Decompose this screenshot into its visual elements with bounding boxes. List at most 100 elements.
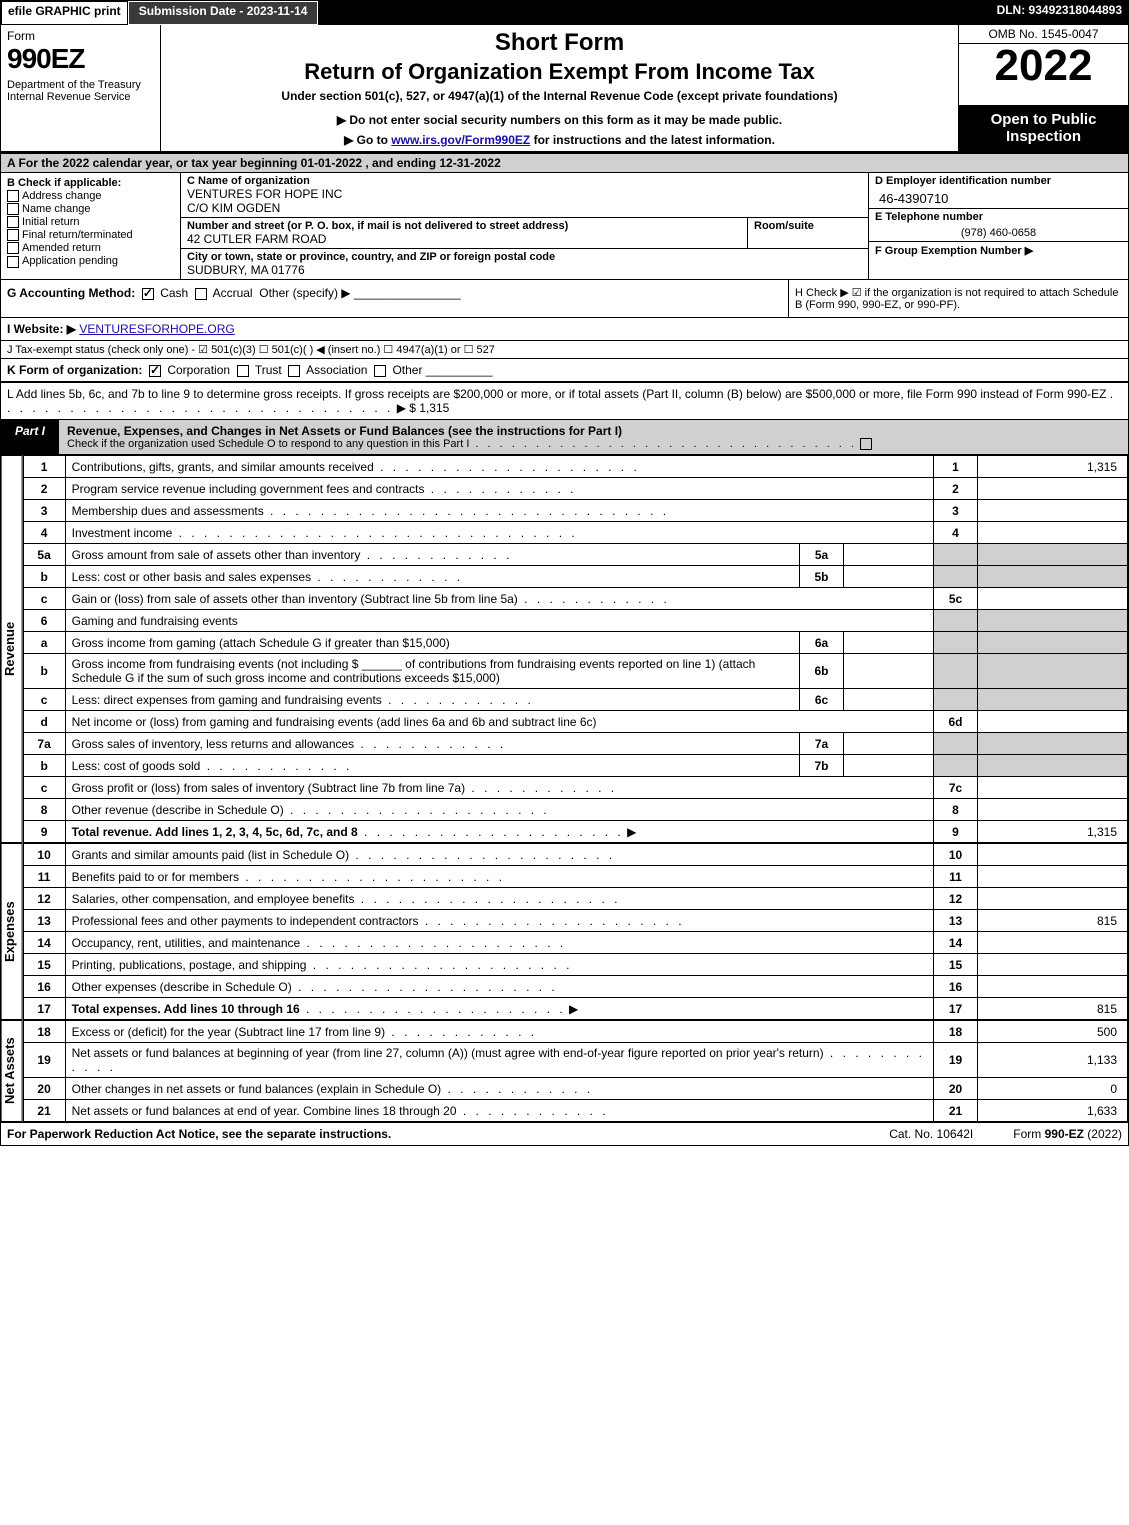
line-4: 4Investment income4 (23, 522, 1127, 544)
check-amended-return[interactable]: Amended return (7, 242, 174, 254)
check-label: Name change (22, 203, 91, 215)
check-address-change[interactable]: Address change (7, 190, 174, 202)
line-1: 1Contributions, gifts, grants, and simil… (23, 456, 1127, 478)
line-6d: dNet income or (loss) from gaming and fu… (23, 711, 1127, 733)
trust-label: Trust (255, 363, 282, 377)
subtitle-3: ▶ Go to www.irs.gov/Form990EZ for instru… (169, 133, 950, 147)
row-g-h: G Accounting Method: Cash Accrual Other … (1, 280, 1128, 318)
subtitle-2: ▶ Do not enter social security numbers o… (169, 113, 950, 127)
line-16: 16Other expenses (describe in Schedule O… (23, 976, 1127, 998)
net-assets-side-label: Net Assets (1, 1020, 23, 1122)
section-b: B Check if applicable: Address change Na… (1, 173, 181, 279)
check-association[interactable] (288, 365, 300, 377)
net-assets-section: Net Assets 18Excess or (deficit) for the… (1, 1020, 1128, 1122)
check-name-change[interactable]: Name change (7, 203, 174, 215)
line-9: 9Total revenue. Add lines 1, 2, 3, 4, 5c… (23, 821, 1127, 843)
g-label: G Accounting Method: (7, 286, 135, 300)
section-b-header: B Check if applicable: (7, 177, 174, 189)
website-link[interactable]: VENTURESFORHOPE.ORG (79, 322, 234, 336)
line-6b: bGross income from fundraising events (n… (23, 654, 1127, 689)
header-right: OMB No. 1545-0047 2022 Open to Public In… (958, 25, 1128, 151)
part-1-title-text: Revenue, Expenses, and Changes in Net As… (67, 424, 622, 438)
subtitle-1: Under section 501(c), 527, or 4947(a)(1)… (169, 89, 950, 103)
k-label: K Form of organization: (7, 363, 142, 377)
footer-form-ref: Form 990-EZ (2022) (1013, 1127, 1122, 1141)
check-label: Final return/terminated (22, 229, 133, 241)
row-i-website: I Website: ▶ VENTURESFORHOPE.ORG (1, 318, 1128, 341)
irs-link[interactable]: www.irs.gov/Form990EZ (391, 133, 530, 147)
line-6c: cLess: direct expenses from gaming and f… (23, 689, 1127, 711)
expenses-section: Expenses 10Grants and similar amounts pa… (1, 843, 1128, 1020)
line-17: 17Total expenses. Add lines 10 through 1… (23, 998, 1127, 1020)
line-10: 10Grants and similar amounts paid (list … (23, 844, 1127, 866)
line-20: 20Other changes in net assets or fund ba… (23, 1078, 1127, 1100)
page-footer: For Paperwork Reduction Act Notice, see … (1, 1122, 1128, 1145)
org-name-row: C Name of organization VENTURES FOR HOPE… (181, 173, 868, 218)
footer-cat-no: Cat. No. 10642I (889, 1127, 973, 1141)
revenue-side-label: Revenue (1, 455, 23, 843)
org-name: VENTURES FOR HOPE INC (187, 187, 342, 201)
form-header: Form 990EZ Department of the Treasury In… (1, 25, 1128, 154)
line-15: 15Printing, publications, postage, and s… (23, 954, 1127, 976)
row-l-gross-receipts: L Add lines 5b, 6c, and 7b to line 9 to … (1, 383, 1128, 420)
check-label: Amended return (22, 242, 101, 254)
check-cash[interactable] (142, 288, 154, 300)
line-2: 2Program service revenue including gover… (23, 478, 1127, 500)
part-1-header: Part I Revenue, Expenses, and Changes in… (1, 420, 1128, 455)
line-12: 12Salaries, other compensation, and empl… (23, 888, 1127, 910)
city-label: City or town, state or province, country… (187, 251, 555, 263)
sub3-post: for instructions and the latest informat… (530, 133, 775, 147)
section-c: C Name of organization VENTURES FOR HOPE… (181, 173, 868, 279)
check-trust[interactable] (237, 365, 249, 377)
room-label: Room/suite (754, 220, 862, 232)
short-form-title: Short Form (169, 29, 950, 57)
line-8: 8Other revenue (describe in Schedule O)8 (23, 799, 1127, 821)
tax-year: 2022 (959, 44, 1128, 88)
ein-label: D Employer identification number (869, 173, 1128, 189)
check-accrual[interactable] (195, 288, 207, 300)
line-21: 21Net assets or fund balances at end of … (23, 1100, 1127, 1122)
city-value: SUDBURY, MA 01776 (187, 263, 555, 277)
org-co: C/O KIM OGDEN (187, 201, 342, 215)
website-label: I Website: ▶ (7, 322, 76, 336)
check-application-pending[interactable]: Application pending (7, 255, 174, 267)
city-row: City or town, state or province, country… (181, 249, 868, 279)
line-7a: 7aGross sales of inventory, less returns… (23, 733, 1127, 755)
dln-label: DLN: 93492318044893 (991, 1, 1128, 25)
corp-label: Corporation (167, 363, 230, 377)
form-word: Form (7, 29, 154, 43)
schedule-o-check[interactable] (860, 438, 872, 450)
check-other-org[interactable] (374, 365, 386, 377)
l-value: 1,315 (419, 401, 449, 415)
line-19: 19Net assets or fund balances at beginni… (23, 1043, 1127, 1078)
net-assets-table: 18Excess or (deficit) for the year (Subt… (23, 1020, 1128, 1122)
top-bar: efile GRAPHIC print Submission Date - 20… (1, 1, 1128, 25)
phone-value: (978) 460-0658 (869, 225, 1128, 241)
part-1-tab: Part I (1, 420, 59, 455)
efile-print-button[interactable]: efile GRAPHIC print (1, 1, 128, 25)
accounting-method: G Accounting Method: Cash Accrual Other … (1, 280, 788, 317)
section-b-c-d: B Check if applicable: Address change Na… (1, 173, 1128, 280)
check-final-return[interactable]: Final return/terminated (7, 229, 174, 241)
schedule-b-check: H Check ▶ ☑ if the organization is not r… (788, 280, 1128, 317)
check-initial-return[interactable]: Initial return (7, 216, 174, 228)
accrual-label: Accrual (213, 286, 253, 300)
line-5c: cGain or (loss) from sale of assets othe… (23, 588, 1127, 610)
line-3: 3Membership dues and assessments3 (23, 500, 1127, 522)
part-1-title: Revenue, Expenses, and Changes in Net As… (59, 420, 1128, 455)
form-number: 990EZ (7, 43, 154, 75)
line-5a: 5aGross amount from sale of assets other… (23, 544, 1127, 566)
line-13: 13Professional fees and other payments t… (23, 910, 1127, 932)
street-value: 42 CUTLER FARM ROAD (187, 232, 741, 246)
expenses-side-label: Expenses (1, 843, 23, 1020)
line-6: 6Gaming and fundraising events (23, 610, 1127, 632)
other-label: Other (specify) ▶ (259, 286, 350, 300)
check-corporation[interactable] (149, 365, 161, 377)
check-label: Application pending (22, 255, 118, 267)
public-inspection-badge: Open to Public Inspection (959, 105, 1128, 151)
other-org-label: Other (392, 363, 422, 377)
expenses-table: 10Grants and similar amounts paid (list … (23, 843, 1128, 1020)
department-label: Department of the Treasury Internal Reve… (7, 79, 154, 103)
line-11: 11Benefits paid to or for members11 (23, 866, 1127, 888)
submission-date-button[interactable]: Submission Date - 2023-11-14 (128, 1, 319, 25)
